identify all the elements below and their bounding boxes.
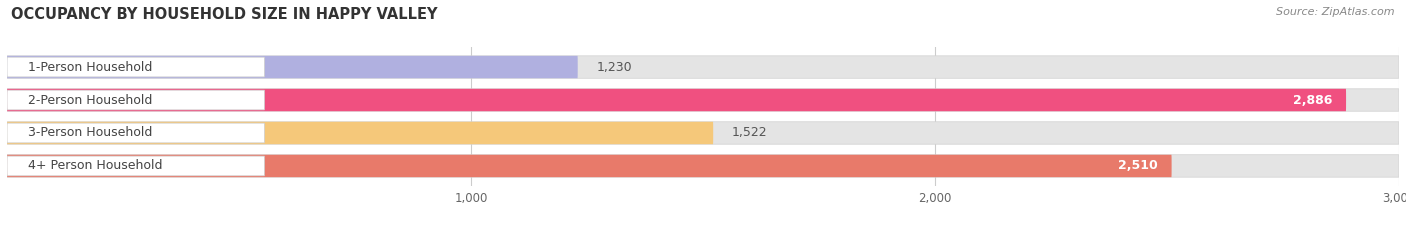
FancyBboxPatch shape: [7, 155, 1171, 177]
Text: 2,886: 2,886: [1292, 93, 1331, 106]
Text: 2-Person Household: 2-Person Household: [28, 93, 152, 106]
FancyBboxPatch shape: [7, 56, 578, 78]
Text: 1,230: 1,230: [596, 61, 631, 74]
FancyBboxPatch shape: [7, 56, 1399, 78]
Text: 2,510: 2,510: [1118, 159, 1157, 172]
FancyBboxPatch shape: [7, 156, 264, 176]
FancyBboxPatch shape: [7, 122, 1399, 144]
FancyBboxPatch shape: [7, 123, 264, 143]
FancyBboxPatch shape: [7, 155, 1399, 177]
FancyBboxPatch shape: [7, 122, 713, 144]
FancyBboxPatch shape: [7, 90, 264, 110]
Text: OCCUPANCY BY HOUSEHOLD SIZE IN HAPPY VALLEY: OCCUPANCY BY HOUSEHOLD SIZE IN HAPPY VAL…: [11, 7, 437, 22]
Text: 1-Person Household: 1-Person Household: [28, 61, 152, 74]
FancyBboxPatch shape: [7, 89, 1399, 111]
Text: Source: ZipAtlas.com: Source: ZipAtlas.com: [1277, 7, 1395, 17]
Text: 1,522: 1,522: [731, 127, 768, 140]
Text: 3-Person Household: 3-Person Household: [28, 127, 152, 140]
FancyBboxPatch shape: [7, 89, 1346, 111]
FancyBboxPatch shape: [7, 57, 264, 77]
Text: 4+ Person Household: 4+ Person Household: [28, 159, 162, 172]
